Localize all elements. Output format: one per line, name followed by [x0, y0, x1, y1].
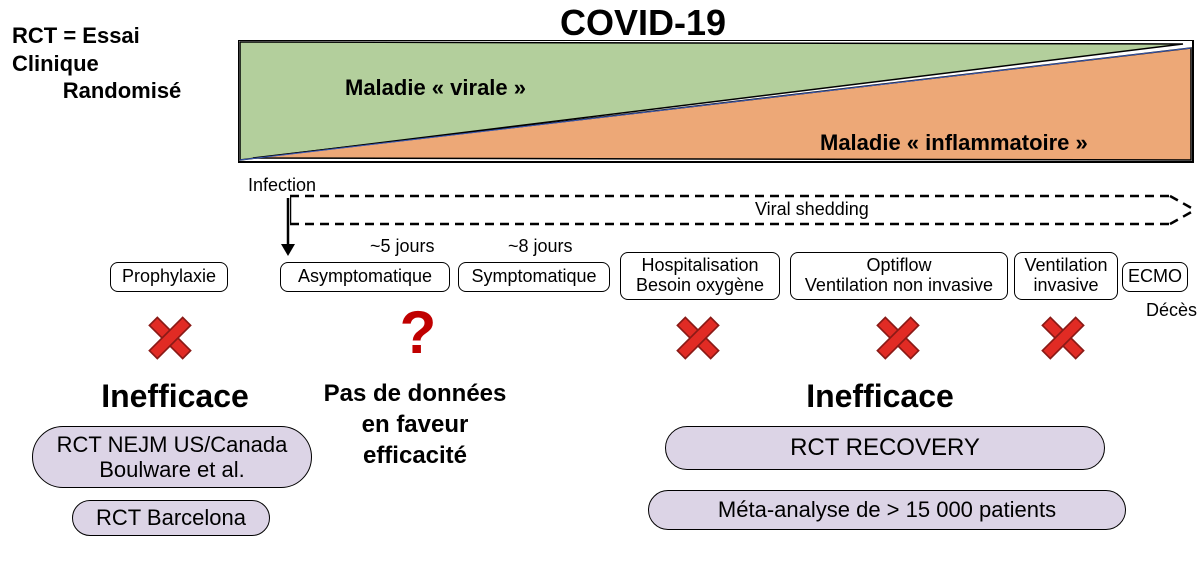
stage-hospitalisation-l1: Hospitalisation: [636, 256, 764, 276]
ellipse-nejm-l2: Boulware et al.: [57, 457, 288, 482]
ellipse-barcelona: RCT Barcelona: [72, 500, 270, 536]
x-mark-1: [142, 310, 198, 366]
pasdata-l3: efficacité: [300, 440, 530, 471]
stage-prophylaxie-label: Prophylaxie: [122, 267, 216, 287]
stage-asymptomatique-label: Asymptomatique: [298, 267, 432, 287]
stage-symptomatique-label: Symptomatique: [471, 267, 596, 287]
phase-band: [238, 40, 1198, 180]
deces-label: Décès: [1146, 300, 1197, 321]
stage-ventilation-l1: Ventilation: [1024, 256, 1107, 276]
day5-label: ~5 jours: [370, 236, 435, 257]
x-mark-3: [870, 310, 926, 366]
ellipse-meta: Méta-analyse de > 15 000 patients: [648, 490, 1126, 530]
stage-optiflow: Optiflow Ventilation non invasive: [790, 252, 1008, 300]
inefficace-left: Inefficace: [90, 378, 260, 415]
stage-symptomatique: Symptomatique: [458, 262, 610, 292]
phase-viral-label: Maladie « virale »: [345, 75, 526, 101]
stage-hospitalisation: Hospitalisation Besoin oxygène: [620, 252, 780, 300]
viral-shedding-label: Viral shedding: [755, 199, 869, 220]
stage-ecmo-label: ECMO: [1128, 267, 1182, 287]
ellipse-nejm-l1: RCT NEJM US/Canada: [57, 432, 288, 457]
stage-prophylaxie: Prophylaxie: [110, 262, 228, 292]
ellipse-meta-label: Méta-analyse de > 15 000 patients: [718, 497, 1056, 522]
phase-inflam-label: Maladie « inflammatoire »: [820, 130, 1088, 156]
ellipse-recovery-label: RCT RECOVERY: [790, 434, 980, 462]
rct-note-l1: RCT = Essai Clinique: [12, 22, 232, 77]
inefficace-right: Inefficace: [780, 378, 980, 415]
rct-note-l2: Randomisé: [12, 77, 232, 105]
day8-label: ~8 jours: [508, 236, 573, 257]
pas-de-donnees: Pas de données en faveur efficacité: [300, 378, 530, 472]
stage-ventilation-l2: invasive: [1024, 276, 1107, 296]
pasdata-l2: en faveur: [300, 409, 530, 440]
stage-optiflow-l2: Ventilation non invasive: [805, 276, 993, 296]
x-mark-4: [1035, 310, 1091, 366]
viral-shedding-arrow: [290, 190, 1200, 234]
ellipse-nejm: RCT NEJM US/Canada Boulware et al.: [32, 426, 312, 488]
x-mark-2: [670, 310, 726, 366]
pasdata-l1: Pas de données: [300, 378, 530, 409]
stage-ecmo: ECMO: [1122, 262, 1188, 292]
ellipse-barcelona-label: RCT Barcelona: [96, 505, 246, 530]
page-title: COVID-19: [560, 2, 726, 44]
question-mark: ?: [398, 298, 438, 367]
stage-ventilation: Ventilation invasive: [1014, 252, 1118, 300]
ellipse-recovery: RCT RECOVERY: [665, 426, 1105, 470]
stage-asymptomatique: Asymptomatique: [280, 262, 450, 292]
stage-hospitalisation-l2: Besoin oxygène: [636, 276, 764, 296]
stage-optiflow-l1: Optiflow: [805, 256, 993, 276]
rct-note: RCT = Essai Clinique Randomisé: [12, 22, 232, 105]
